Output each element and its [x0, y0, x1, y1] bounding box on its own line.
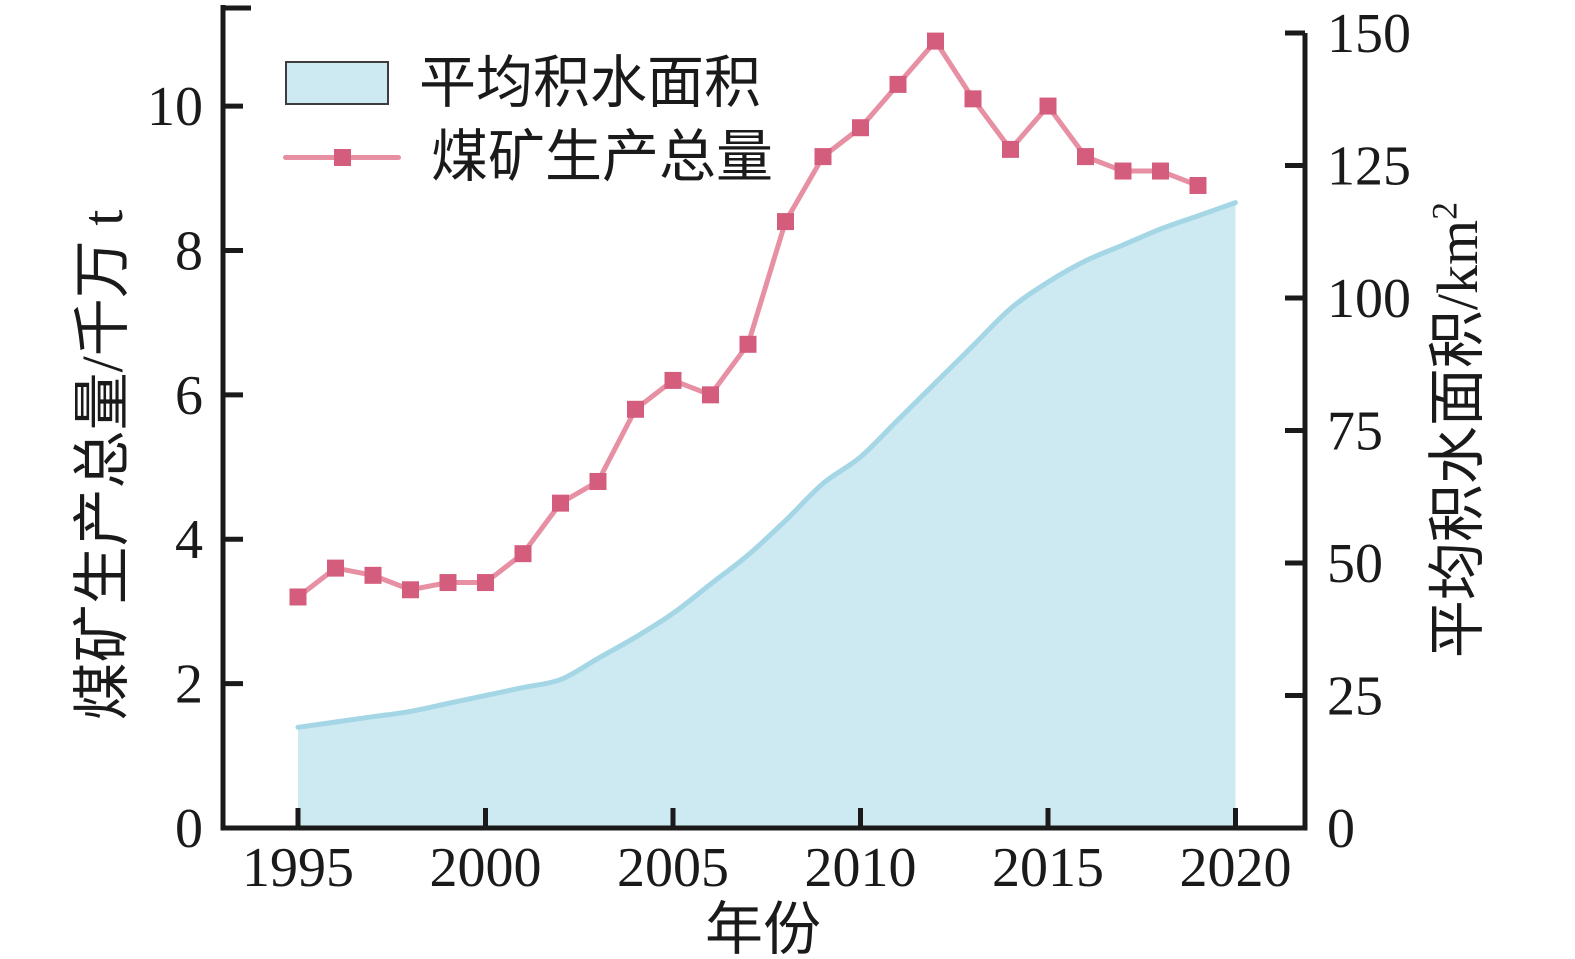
svg-text:4: 4	[175, 509, 203, 571]
x-axis-title: 年份	[704, 897, 822, 959]
svg-text:2020: 2020	[1180, 837, 1292, 899]
svg-text:2000: 2000	[430, 837, 542, 899]
right-axis-title-base: 平均积水面积/km	[1425, 219, 1490, 659]
svg-text:0: 0	[1327, 798, 1355, 860]
svg-text:10: 10	[147, 76, 203, 138]
svg-text:6: 6	[175, 365, 203, 427]
svg-text:50: 50	[1327, 533, 1383, 595]
svg-text:2005: 2005	[617, 837, 729, 899]
svg-text:75: 75	[1327, 401, 1383, 463]
legend-label-line: 煤矿生产总量	[431, 125, 773, 189]
svg-text:2: 2	[175, 654, 203, 716]
square-marker-icon	[334, 149, 351, 166]
right-axis-title-sup: 2	[1424, 201, 1465, 220]
legend: 平均积水面积 煤矿生产总量	[283, 55, 773, 203]
svg-text:0: 0	[175, 798, 203, 860]
line-swatch	[283, 129, 401, 185]
legend-label-area: 平均积水面积	[419, 51, 761, 115]
legend-row-area: 平均积水面积	[283, 51, 773, 115]
left-axis-title: 煤矿生产总量/千万 t	[70, 209, 135, 721]
svg-text:8: 8	[175, 220, 203, 282]
svg-text:125: 125	[1327, 136, 1411, 198]
svg-text:2010: 2010	[805, 837, 917, 899]
svg-text:2015: 2015	[992, 837, 1104, 899]
svg-text:25: 25	[1327, 666, 1383, 728]
svg-text:1995: 1995	[242, 837, 354, 899]
area-swatch	[285, 61, 389, 105]
svg-text:100: 100	[1327, 268, 1411, 330]
right-axis-title: 平均积水面积/km2	[1410, 202, 1494, 658]
svg-text:150: 150	[1327, 3, 1411, 65]
legend-row-line: 煤矿生产总量	[283, 125, 773, 189]
